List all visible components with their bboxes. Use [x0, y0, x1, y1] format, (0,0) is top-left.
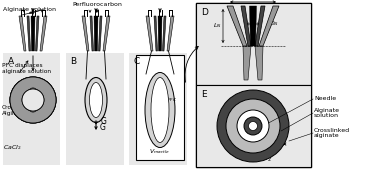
Polygon shape — [227, 6, 247, 46]
Polygon shape — [82, 16, 89, 51]
Text: Perfluorocarbon: Perfluorocarbon — [72, 3, 122, 7]
Text: PFC displaces
alginate solution: PFC displaces alginate solution — [2, 63, 51, 74]
Bar — [196, 85, 311, 167]
Circle shape — [237, 110, 269, 142]
Polygon shape — [241, 6, 251, 46]
Polygon shape — [154, 16, 158, 51]
Bar — [136, 55, 184, 160]
Polygon shape — [146, 16, 153, 51]
Polygon shape — [259, 6, 279, 46]
Text: Alginate
solution: Alginate solution — [314, 108, 340, 118]
Text: D: D — [201, 8, 208, 17]
Text: E: E — [201, 90, 207, 99]
Text: $D_N$: $D_N$ — [269, 20, 279, 28]
Text: $CaCl_2$: $CaCl_2$ — [3, 143, 22, 152]
Circle shape — [226, 99, 280, 153]
Polygon shape — [255, 6, 265, 46]
Text: R: R — [263, 111, 267, 117]
Circle shape — [22, 89, 44, 111]
Text: $CaCl_2$: $CaCl_2$ — [251, 154, 271, 164]
Circle shape — [217, 90, 289, 162]
Polygon shape — [158, 16, 162, 51]
Polygon shape — [163, 16, 166, 51]
Polygon shape — [243, 46, 251, 80]
Polygon shape — [36, 16, 39, 51]
Text: Alginate solution: Alginate solution — [3, 7, 56, 13]
Text: Crosslinked
alginate: Crosslinked alginate — [314, 128, 350, 138]
Ellipse shape — [85, 78, 107, 123]
Ellipse shape — [145, 72, 175, 148]
Circle shape — [244, 117, 262, 135]
Ellipse shape — [24, 89, 42, 111]
Polygon shape — [94, 16, 98, 51]
Bar — [196, 3, 311, 85]
Ellipse shape — [26, 88, 40, 112]
Bar — [129, 53, 187, 165]
Polygon shape — [99, 16, 102, 51]
Text: $V_{mantle}$: $V_{mantle}$ — [149, 148, 171, 156]
Text: Needle: Needle — [314, 97, 336, 101]
Circle shape — [248, 122, 257, 131]
Text: B: B — [70, 57, 76, 66]
Text: Crosslinked
Alginate: Crosslinked Alginate — [2, 105, 36, 116]
Bar — [3, 53, 60, 165]
Bar — [66, 53, 124, 165]
Circle shape — [10, 77, 56, 123]
Text: w: w — [226, 138, 232, 144]
Text: A: A — [8, 57, 14, 66]
Bar — [196, 3, 311, 167]
Text: C: C — [133, 57, 139, 66]
Text: $V_{PFC}$: $V_{PFC}$ — [163, 96, 178, 104]
Polygon shape — [27, 16, 31, 51]
Polygon shape — [103, 16, 110, 51]
Polygon shape — [255, 46, 263, 80]
Polygon shape — [249, 6, 257, 46]
Polygon shape — [167, 16, 174, 51]
Polygon shape — [90, 16, 93, 51]
Text: G: G — [100, 123, 106, 132]
Circle shape — [10, 77, 56, 123]
Circle shape — [22, 89, 44, 111]
Text: G: G — [101, 117, 107, 126]
Polygon shape — [19, 16, 26, 51]
Ellipse shape — [90, 82, 102, 117]
Circle shape — [10, 77, 56, 123]
Polygon shape — [31, 16, 35, 51]
Polygon shape — [40, 16, 47, 51]
Text: $L_N$: $L_N$ — [213, 22, 222, 30]
Ellipse shape — [151, 78, 169, 142]
